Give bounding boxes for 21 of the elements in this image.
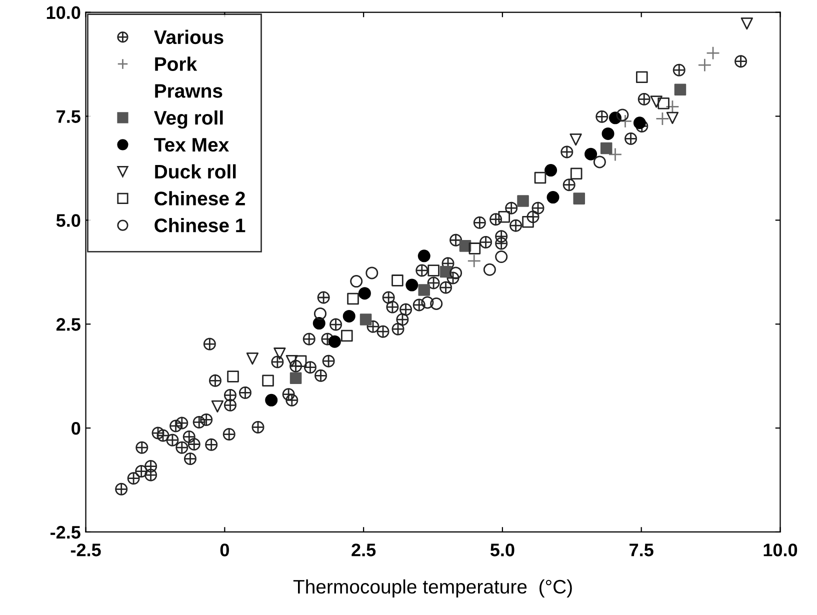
legend-label: Duck roll [155,164,236,179]
y-tick-label: 2.5 [56,318,80,331]
x-tick-label: 0 [220,544,229,556]
x-tick-label: -2.5 [70,544,101,556]
y-tick-label: 10.0 [46,6,80,20]
y-tick-label: -2.5 [50,526,80,539]
legend-label: Chinese 1 [154,218,246,232]
legend-label: Various [154,30,224,44]
legend-label: Prawns [155,84,222,98]
x-tick-label: 2.5 [352,544,376,556]
legend-label: Tex Mex [154,138,229,152]
legend-label: Chinese 2 [154,191,245,206]
legend-label: Veg roll [154,110,223,129]
y-tick-label: 0 [72,422,80,435]
y-tick-label: 7.5 [56,110,80,123]
legend-label: Pork [155,56,198,71]
x-tick-label: 7.5 [630,544,654,556]
x-tick-label: 10.0 [764,544,798,556]
y-tick-label: 5.0 [56,214,80,227]
x-tick-label: 5.0 [490,544,514,556]
x-axis-title: Thermocouple temperature (°C) [293,579,572,598]
